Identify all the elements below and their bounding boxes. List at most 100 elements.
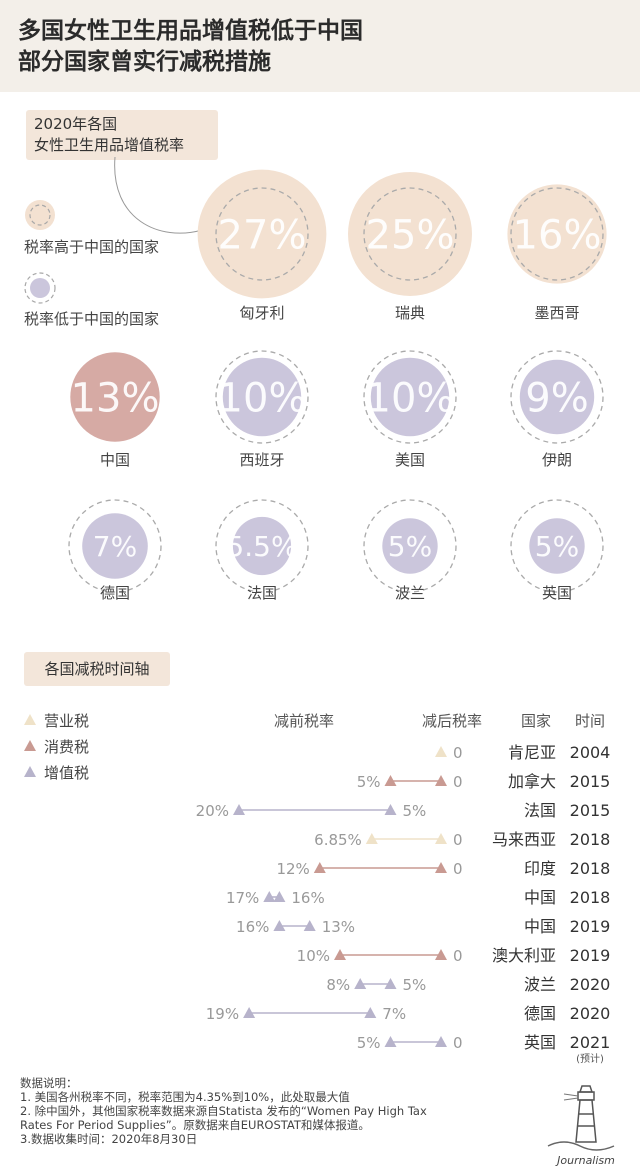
after-value-label: 13% bbox=[322, 918, 355, 936]
bubble-country-3: 墨西哥 bbox=[534, 304, 579, 322]
after-marker bbox=[384, 978, 397, 989]
bubble-value-1: 27% bbox=[218, 212, 307, 258]
bubble-country-7: 伊朗 bbox=[542, 451, 572, 469]
bubble-country-1: 匈牙利 bbox=[239, 304, 284, 322]
before-marker bbox=[233, 804, 245, 815]
bubble-value-8: 7% bbox=[93, 530, 137, 563]
reference-ring-11 bbox=[510, 499, 604, 593]
row-year: 2021 bbox=[570, 1033, 611, 1052]
before-marker bbox=[273, 920, 286, 931]
after-value-label: 0 bbox=[453, 773, 463, 791]
before-marker bbox=[354, 978, 367, 989]
bubble-value-2: 25% bbox=[366, 212, 455, 258]
after-value-label: 0 bbox=[453, 831, 463, 849]
after-value-label: 5% bbox=[403, 976, 427, 994]
after-value-label: 7% bbox=[382, 1005, 406, 1023]
row-country: 加拿大 bbox=[508, 772, 556, 791]
chart-title: 多国女性卫生用品增值税低于中国 部分国家曾实行减税措施 bbox=[18, 16, 363, 78]
bubble-value-5: 10% bbox=[218, 375, 307, 421]
legend-tax-label-3: 增值税 bbox=[44, 764, 89, 782]
bubble-country-11: 英国 bbox=[542, 584, 572, 602]
timeline-row-6: 17% 16% 中国 2018 bbox=[226, 888, 610, 907]
before-value-label: 19% bbox=[206, 1005, 239, 1023]
bubble-9 bbox=[232, 516, 292, 576]
bubble-8 bbox=[82, 513, 148, 579]
bubble-country-6: 美国 bbox=[395, 451, 425, 469]
timeline-row-8: 10% 0 澳大利亚 2019 bbox=[297, 946, 611, 965]
bubble-country-2: 瑞典 bbox=[395, 304, 425, 322]
before-marker bbox=[365, 833, 378, 844]
before-value-label: 12% bbox=[276, 860, 309, 878]
after-marker bbox=[435, 746, 447, 757]
row-country: 英国 bbox=[524, 1033, 556, 1052]
note-line-2: 2. 除中国外，其他国家税率数据来源自Statista 发布的“Women Pa… bbox=[20, 1104, 427, 1118]
after-value-label: 16% bbox=[291, 889, 324, 907]
row-year: 2018 bbox=[570, 859, 611, 878]
after-marker bbox=[435, 775, 447, 786]
subtitle-leader-line bbox=[114, 156, 203, 234]
timeline-row-1: 0 肯尼亚 2004 bbox=[435, 743, 610, 762]
bubble-2 bbox=[348, 172, 472, 296]
before-value-label: 16% bbox=[236, 918, 269, 936]
bubble-value-9: 5.5% bbox=[226, 530, 297, 563]
before-marker bbox=[384, 775, 397, 786]
reference-ring-5 bbox=[215, 350, 309, 444]
header-time: 时间 bbox=[575, 712, 605, 730]
lighthouse-logo-icon: Journalism bbox=[547, 1085, 615, 1167]
row-year: 2018 bbox=[570, 888, 611, 907]
bubble-6 bbox=[370, 357, 450, 437]
row-year: 2015 bbox=[570, 772, 611, 791]
after-value-label: 0 bbox=[453, 947, 463, 965]
header-band: 多国女性卫生用品增值税低于中国 部分国家曾实行减税措施 bbox=[0, 0, 640, 92]
row-country: 澳大利亚 bbox=[492, 946, 556, 965]
reference-ring-6 bbox=[363, 350, 457, 444]
bubble-value-11: 5% bbox=[535, 530, 579, 563]
before-marker bbox=[384, 1036, 397, 1047]
bubble-value-6: 10% bbox=[366, 375, 455, 421]
bubble-chart-subtitle: 2020年各国 女性卫生用品增值税率 bbox=[26, 110, 218, 160]
reference-ring-7 bbox=[510, 350, 604, 444]
bubble-value-3: 16% bbox=[513, 212, 602, 258]
timeline-row-10: 19% 7% 德国 2020 bbox=[206, 1004, 611, 1023]
row-country: 马来西亚 bbox=[492, 830, 556, 849]
timeline-row-2: 5% 0 加拿大 2015 bbox=[357, 772, 611, 791]
row-country: 中国 bbox=[524, 888, 556, 907]
after-value-label: 0 bbox=[453, 860, 463, 878]
row-year: 2019 bbox=[570, 917, 611, 936]
legend-lower-label: 税率低于中国的国家 bbox=[24, 310, 160, 328]
before-marker bbox=[263, 891, 276, 902]
subtitle-line-1: 2020年各国 bbox=[34, 115, 118, 133]
timeline-row-9: 8% 5% 波兰 2020 bbox=[326, 975, 610, 994]
row-year: 2019 bbox=[570, 946, 611, 965]
bubble-country-4: 中国 bbox=[100, 451, 130, 469]
before-value-label: 5% bbox=[357, 773, 381, 791]
row-country: 中国 bbox=[524, 917, 556, 936]
bubble-4 bbox=[70, 352, 160, 442]
after-marker bbox=[435, 862, 447, 873]
row-note: (预计) bbox=[576, 1052, 604, 1065]
header-before: 减前税率 bbox=[274, 712, 334, 730]
legend-tax-label-1: 营业税 bbox=[44, 712, 89, 730]
note-line-3: Rates For Period Supplies”。原数据来自EUROSTAT… bbox=[20, 1118, 370, 1132]
before-value-label: 20% bbox=[196, 802, 229, 820]
after-marker bbox=[435, 1036, 447, 1047]
bubble-country-8: 德国 bbox=[100, 584, 130, 602]
row-year: 2020 bbox=[570, 975, 611, 994]
before-value-label: 8% bbox=[326, 976, 350, 994]
reference-ring-10 bbox=[363, 499, 457, 593]
reference-ring-1 bbox=[215, 187, 309, 281]
reference-ring-9 bbox=[215, 499, 309, 593]
bubble-7 bbox=[519, 359, 595, 435]
title-line-1: 多国女性卫生用品增值税低于中国 bbox=[18, 18, 363, 44]
row-country: 德国 bbox=[524, 1004, 556, 1023]
before-marker bbox=[313, 862, 326, 873]
header-country: 国家 bbox=[521, 712, 551, 730]
timeline-title: 各国减税时间轴 bbox=[24, 652, 170, 686]
legend-tax-marker-2 bbox=[24, 740, 36, 751]
after-value-label: 0 bbox=[453, 744, 463, 762]
subtitle-line-2: 女性卫生用品增值税率 bbox=[34, 136, 185, 154]
logo-text: Journalism bbox=[555, 1154, 615, 1167]
legend-lower-swatch bbox=[24, 272, 56, 304]
data-notes: 数据说明： 1. 美国各州税率不同，税率范围为4.35%到10%，此处取最大值 … bbox=[20, 1076, 540, 1146]
